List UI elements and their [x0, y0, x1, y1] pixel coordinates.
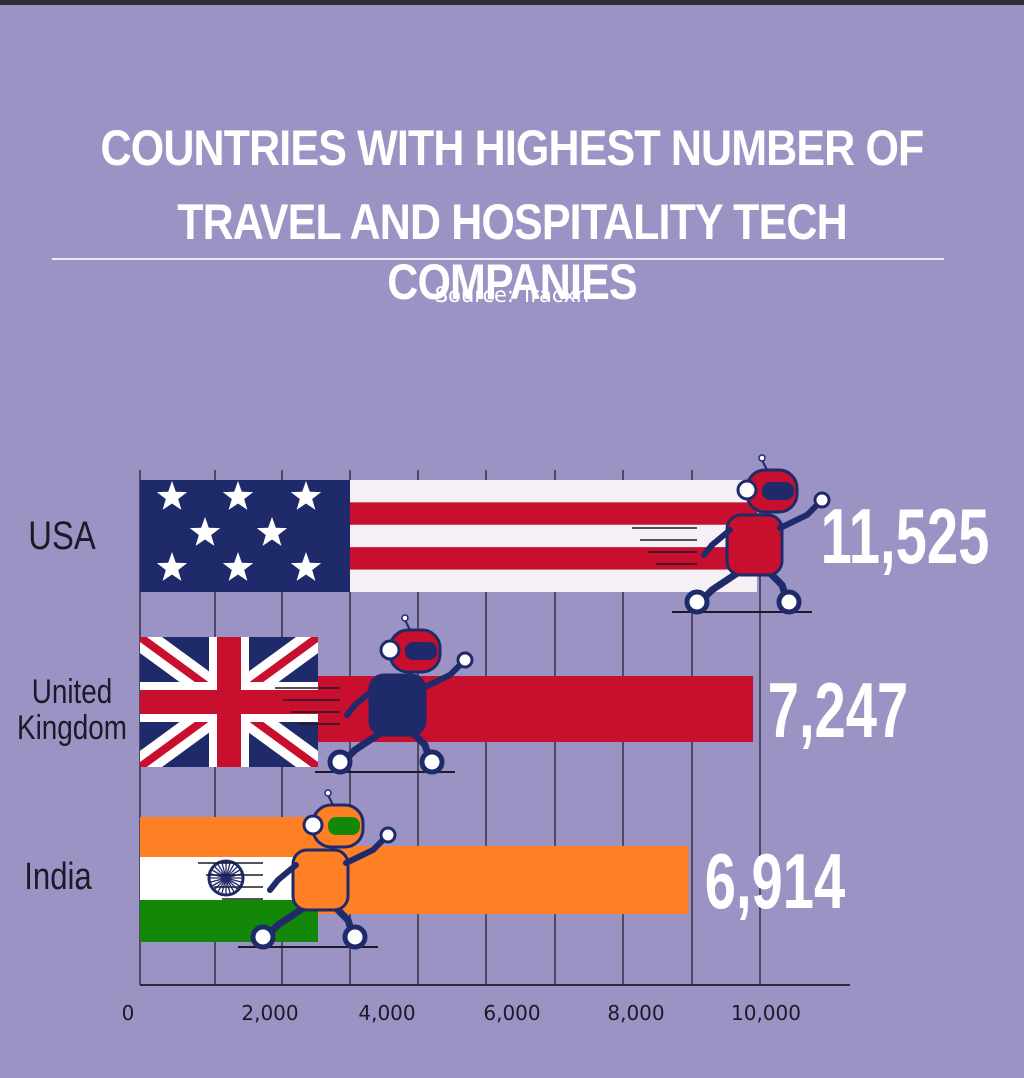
bar-usa [140, 480, 757, 592]
star-icon [189, 517, 221, 546]
robot-body [291, 848, 350, 912]
ashoka-chakra-icon [207, 859, 245, 897]
robot-antenna-tip [401, 614, 409, 622]
flag-green [140, 900, 318, 942]
star-icon [222, 552, 254, 581]
robot-arm [701, 527, 733, 558]
flag-cross-red [140, 690, 318, 714]
robot-body [368, 673, 427, 737]
robot-antenna-tip [758, 454, 766, 462]
robot-wheel [250, 924, 276, 950]
x-tick-label: 0 [122, 1001, 135, 1025]
star-icon [222, 481, 254, 510]
robot-antenna [761, 459, 768, 471]
x-tick-label: 6,000 [483, 1001, 540, 1025]
value-label: 7,247 [768, 667, 909, 754]
robot-antenna [404, 619, 411, 631]
star-icon [256, 517, 288, 546]
star-icon [290, 481, 322, 510]
robot-antenna [327, 794, 334, 806]
category-label: United Kingdom [17, 672, 127, 746]
bar-uk [140, 637, 754, 767]
bars [140, 454, 831, 950]
robot-mascot-india [198, 789, 397, 950]
star-icon [156, 481, 188, 510]
robot-arm [777, 499, 823, 531]
star-icon [156, 552, 188, 581]
robot-wheel [327, 749, 353, 775]
x-tick-label: 4,000 [358, 1001, 415, 1025]
robot-arm [420, 659, 466, 691]
robot-ear [379, 639, 401, 661]
robot-arm [344, 687, 376, 718]
flag-saffron [140, 817, 318, 857]
value-label: 11,525 [821, 493, 990, 580]
uk-flag [140, 637, 318, 767]
robot-visor [328, 817, 360, 835]
top-strip [0, 0, 1024, 5]
star-icon [290, 552, 322, 581]
x-tick-label: 8,000 [607, 1001, 664, 1025]
x-tick-label: 10,000 [731, 1001, 801, 1025]
labels: USA United Kingdom India 11,525 7,247 6,914 [17, 493, 989, 925]
robot-ear [302, 814, 324, 836]
robot-wheel [684, 589, 710, 615]
robot-body [725, 513, 784, 577]
robot-arm [267, 862, 299, 893]
robot-visor [405, 642, 437, 660]
category-label: India [24, 856, 92, 898]
robot-hand [379, 826, 397, 844]
robot-visor [762, 482, 794, 500]
title-divider [52, 258, 944, 260]
robot-wheel [419, 749, 445, 775]
robot-ear [736, 479, 758, 501]
robot-wheel [342, 924, 368, 950]
x-axis: 0 2,000 4,000 6,000 8,000 10,000 [122, 984, 850, 1025]
bar-india [140, 817, 689, 942]
x-tick-label: 2,000 [241, 1001, 298, 1025]
category-label: USA [28, 513, 96, 558]
robot-mascot-usa [632, 454, 831, 615]
chart-title-line-2: TRAVEL AND HOSPITALITY TECH COMPANIES [177, 194, 847, 310]
source-note: Source: Tracxn [434, 283, 590, 307]
bar-body [318, 846, 689, 914]
chart-title-line-1: COUNTRIES WITH HIGHEST NUMBER OF [100, 120, 925, 176]
flag-stripe [350, 480, 757, 503]
robot-antenna-tip [324, 789, 332, 797]
robot-arm [343, 834, 389, 866]
value-label: 6,914 [705, 838, 846, 925]
flag-stripe [350, 569, 757, 592]
robot-wheel [776, 589, 802, 615]
robot-hand [813, 491, 831, 509]
robot-mascot-uk [275, 614, 474, 775]
flag-stripe [350, 524, 757, 548]
flag-stripe [350, 547, 757, 570]
flag-stripe [350, 502, 757, 525]
robot-hand [456, 651, 474, 669]
